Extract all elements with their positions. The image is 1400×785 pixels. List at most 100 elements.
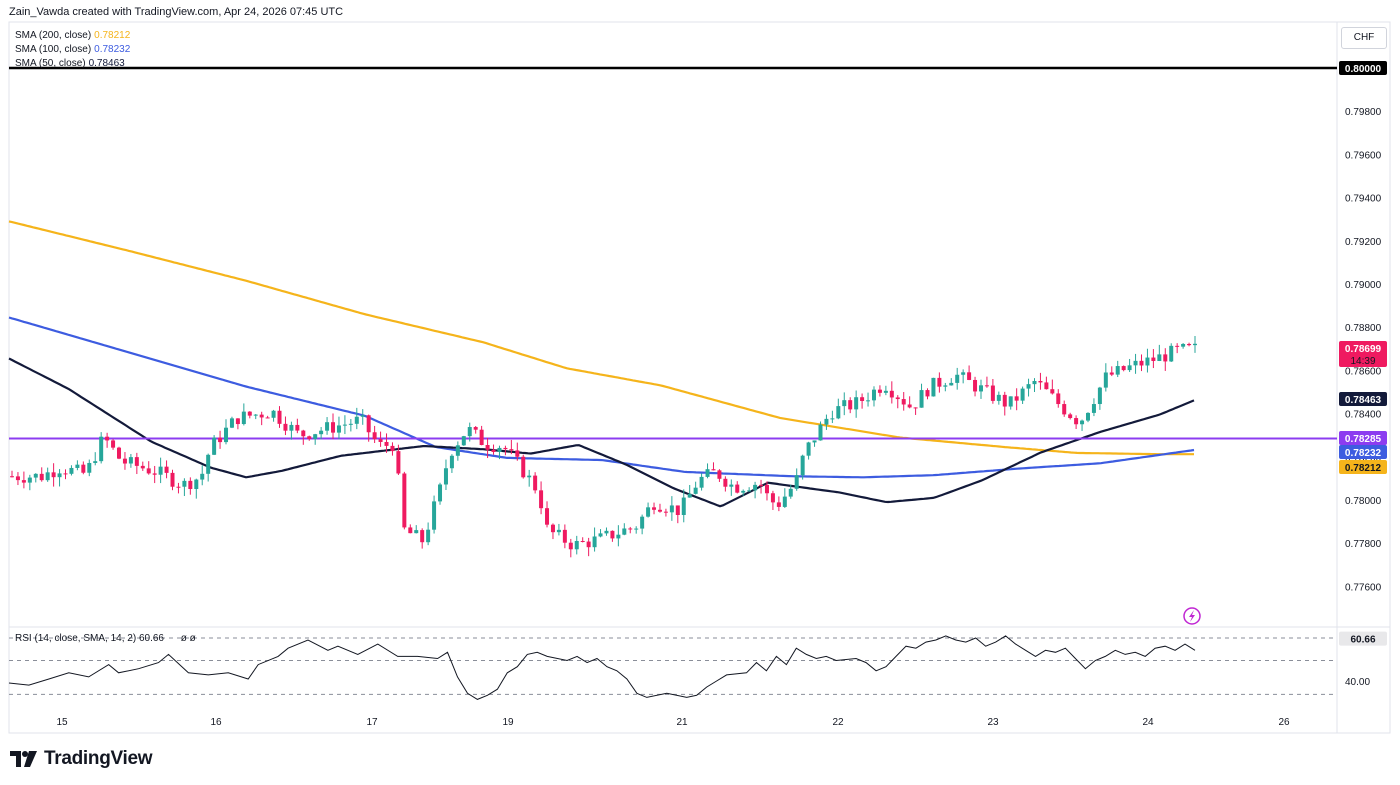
candle-down[interactable] [1074, 418, 1079, 425]
candle-down[interactable] [545, 508, 550, 525]
candle-down[interactable] [247, 411, 252, 416]
candle-down[interactable] [420, 530, 425, 543]
candle-down[interactable] [586, 541, 591, 548]
candle-down[interactable] [378, 439, 383, 442]
candle-up[interactable] [206, 454, 211, 474]
candle-down[interactable] [372, 432, 377, 440]
candle-down[interactable] [295, 424, 300, 431]
candle-down[interactable] [51, 472, 56, 478]
candle-down[interactable] [390, 445, 395, 452]
candle-up[interactable] [640, 516, 645, 529]
candle-down[interactable] [152, 473, 157, 475]
candle-down[interactable] [1038, 380, 1043, 383]
candle-up[interactable] [1080, 420, 1085, 425]
candle-up[interactable] [99, 436, 104, 462]
candle-up[interactable] [33, 473, 38, 478]
candle-down[interactable] [984, 385, 989, 387]
candle-down[interactable] [770, 493, 775, 503]
candle-up[interactable] [812, 440, 817, 443]
candle-up[interactable] [699, 476, 704, 488]
candle-down[interactable] [10, 476, 14, 478]
candle-up[interactable] [497, 447, 502, 452]
rsi-line[interactable] [8, 635, 1196, 700]
candle-up[interactable] [527, 475, 532, 478]
candle-up[interactable] [693, 487, 698, 494]
candle-down[interactable] [562, 529, 567, 543]
legend-rsi[interactable]: RSI (14, close, SMA, 14, 2) 60.66 ø ø [15, 633, 196, 644]
candle-up[interactable] [1127, 365, 1132, 371]
candle-down[interactable] [889, 390, 894, 398]
candle-down[interactable] [277, 410, 282, 424]
candle-up[interactable] [87, 462, 92, 473]
candle-up[interactable] [1115, 366, 1120, 375]
candle-down[interactable] [283, 423, 288, 431]
candle-up[interactable] [182, 480, 187, 487]
legend-sma-50[interactable]: SMA (50, close) 0.78463 [15, 58, 125, 69]
candle-up[interactable] [438, 484, 443, 502]
candle-down[interactable] [366, 415, 371, 433]
candle-down[interactable] [146, 468, 151, 474]
candle-up[interactable] [253, 414, 258, 416]
candle-down[interactable] [515, 450, 520, 457]
candle-up[interactable] [342, 424, 347, 426]
currency-selector[interactable]: CHF [1341, 27, 1387, 49]
candle-up[interactable] [794, 475, 799, 489]
candle-down[interactable] [485, 445, 490, 450]
candle-up[interactable] [1008, 396, 1013, 407]
candle-up[interactable] [128, 457, 133, 464]
candle-down[interactable] [301, 430, 306, 437]
candle-up[interactable] [556, 529, 561, 533]
candle-up[interactable] [705, 469, 710, 477]
candle-down[interactable] [776, 502, 781, 507]
candle-down[interactable] [901, 399, 906, 405]
candle-up[interactable] [854, 397, 859, 410]
candle-up[interactable] [598, 533, 603, 537]
candle-up[interactable] [194, 479, 199, 490]
candle-up[interactable] [1020, 388, 1025, 401]
lightning-icon[interactable] [1183, 607, 1201, 625]
candle-down[interactable] [1139, 360, 1144, 366]
candle-up[interactable] [978, 385, 983, 392]
candle-up[interactable] [782, 496, 787, 507]
candle-down[interactable] [907, 404, 912, 408]
candle-up[interactable] [241, 411, 246, 425]
candle-up[interactable] [271, 410, 276, 418]
candle-up[interactable] [800, 455, 805, 476]
candle-down[interactable] [509, 449, 514, 451]
candle-up[interactable] [1169, 345, 1174, 362]
candle-down[interactable] [331, 422, 336, 433]
candle-down[interactable] [663, 511, 668, 513]
candle-down[interactable] [533, 475, 538, 491]
candle-up[interactable] [830, 418, 835, 420]
candle-down[interactable] [550, 524, 555, 533]
candle-up[interactable] [1157, 354, 1162, 361]
candle-down[interactable] [652, 507, 657, 510]
candle-up[interactable] [687, 493, 692, 498]
candle-down[interactable] [1062, 404, 1067, 415]
candle-up[interactable] [27, 477, 32, 483]
candle-down[interactable] [973, 379, 978, 392]
candle-up[interactable] [1085, 412, 1090, 421]
candle-up[interactable] [788, 488, 793, 497]
candle-down[interactable] [735, 484, 740, 493]
candle-up[interactable] [919, 390, 924, 408]
candle-down[interactable] [1109, 372, 1114, 375]
candle-down[interactable] [580, 540, 585, 542]
candle-down[interactable] [675, 505, 680, 515]
candle-down[interactable] [1121, 366, 1126, 371]
legend-sma-100[interactable]: SMA (100, close) 0.78232 [15, 44, 130, 55]
candle-up[interactable] [45, 472, 50, 481]
candle-down[interactable] [990, 385, 995, 401]
candle-down[interactable] [170, 472, 175, 487]
candle-down[interactable] [479, 429, 484, 446]
candle-down[interactable] [759, 484, 764, 486]
sma-50-line[interactable] [8, 357, 1195, 508]
candle-down[interactable] [176, 486, 181, 488]
candle-down[interactable] [259, 414, 264, 418]
candle-down[interactable] [1050, 389, 1055, 394]
candle-down[interactable] [402, 473, 407, 528]
candle-up[interactable] [931, 377, 936, 397]
candle-down[interactable] [235, 418, 240, 425]
candle-down[interactable] [408, 527, 413, 534]
